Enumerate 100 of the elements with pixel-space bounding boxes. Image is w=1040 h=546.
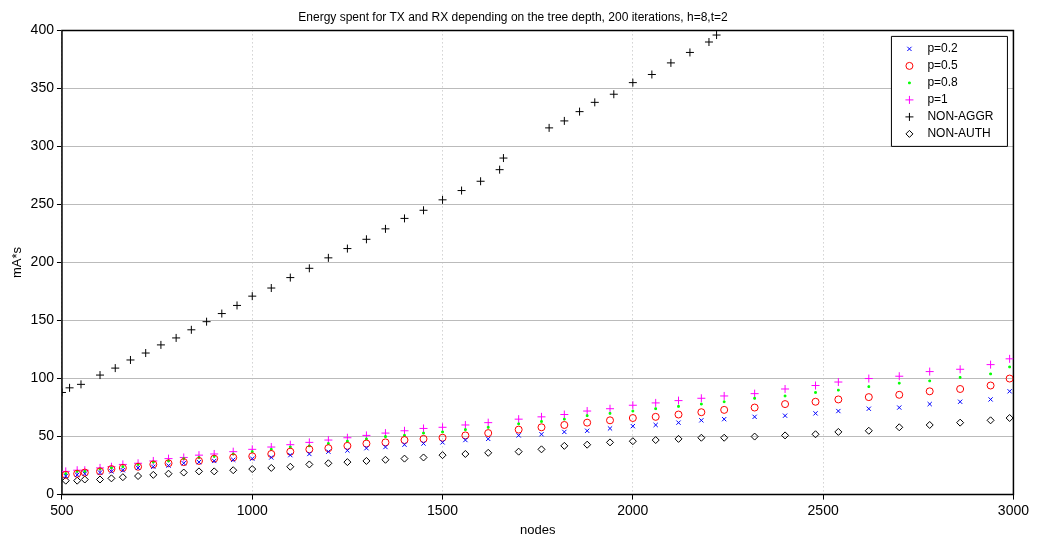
point <box>324 459 333 468</box>
point <box>514 447 523 456</box>
point <box>866 406 872 412</box>
point <box>286 462 295 471</box>
point <box>895 423 904 432</box>
y-axis-title: mA*s <box>9 246 25 279</box>
point <box>712 30 722 40</box>
point <box>120 467 126 473</box>
point <box>210 467 219 476</box>
point <box>156 340 166 350</box>
point <box>720 405 729 414</box>
point <box>811 397 820 406</box>
point <box>361 234 371 244</box>
point <box>582 406 592 416</box>
point <box>186 325 196 335</box>
point <box>110 363 120 373</box>
point <box>704 37 714 47</box>
point <box>1005 354 1014 364</box>
point <box>752 414 758 420</box>
y-tick-label: 400 <box>30 21 55 38</box>
point <box>987 396 994 403</box>
point <box>498 153 508 163</box>
point <box>230 457 236 463</box>
point <box>674 410 683 419</box>
legend-label: p=0.2 <box>927 41 959 56</box>
point <box>537 423 546 432</box>
point <box>76 379 86 389</box>
point <box>697 408 706 417</box>
point <box>651 436 660 445</box>
point <box>125 355 135 365</box>
point <box>834 395 843 404</box>
point <box>781 400 790 409</box>
point <box>812 410 819 416</box>
point <box>925 420 934 429</box>
point <box>864 374 874 384</box>
point <box>896 404 902 411</box>
y-tick-label: 150 <box>30 311 55 328</box>
point <box>211 458 217 464</box>
point <box>362 456 371 465</box>
point <box>194 467 203 476</box>
point <box>925 367 935 377</box>
point <box>363 445 370 451</box>
point <box>516 432 522 439</box>
legend-label: p=0.5 <box>927 58 959 73</box>
point <box>609 89 619 99</box>
point <box>305 460 314 469</box>
point <box>247 291 257 301</box>
point <box>834 427 843 436</box>
point <box>750 432 759 441</box>
point <box>674 434 683 443</box>
point <box>956 384 965 393</box>
legend-label: p=0.8 <box>927 75 959 90</box>
point <box>811 430 820 439</box>
point <box>150 464 156 470</box>
legend-label: NON-AGGR <box>927 109 994 124</box>
point <box>149 460 158 469</box>
legend-label: NON-AUTH <box>927 126 991 141</box>
point <box>561 429 567 435</box>
point <box>439 439 446 445</box>
point <box>986 416 995 425</box>
point <box>833 377 843 387</box>
point <box>382 444 389 450</box>
point <box>1007 388 1013 394</box>
point <box>342 244 352 254</box>
point <box>590 97 600 107</box>
x-tick-label: 2500 <box>807 501 839 518</box>
point <box>720 433 729 442</box>
point <box>229 466 238 475</box>
point <box>780 384 790 394</box>
point <box>583 440 592 449</box>
y-tick-label: 250 <box>30 195 55 212</box>
point <box>438 195 448 205</box>
point <box>894 371 904 381</box>
point <box>61 476 70 485</box>
point <box>305 445 314 454</box>
point <box>835 408 841 414</box>
x-axis-title: nodes <box>519 521 556 537</box>
point <box>249 456 255 462</box>
point <box>537 445 546 454</box>
point <box>107 474 116 483</box>
point <box>362 439 371 448</box>
y-tick-label: 100 <box>30 369 55 386</box>
point <box>538 431 545 437</box>
point <box>584 428 590 434</box>
point <box>560 441 569 450</box>
point <box>141 348 151 358</box>
y-tick-label: 200 <box>30 253 55 270</box>
point <box>698 417 704 423</box>
point <box>171 333 181 343</box>
point <box>462 437 468 443</box>
point <box>1005 374 1014 383</box>
point <box>559 116 569 126</box>
point <box>287 452 293 458</box>
point <box>248 465 257 474</box>
point <box>575 107 585 117</box>
point <box>134 472 143 481</box>
point <box>864 393 873 402</box>
point <box>674 396 684 406</box>
point <box>925 387 934 396</box>
point <box>306 451 312 457</box>
